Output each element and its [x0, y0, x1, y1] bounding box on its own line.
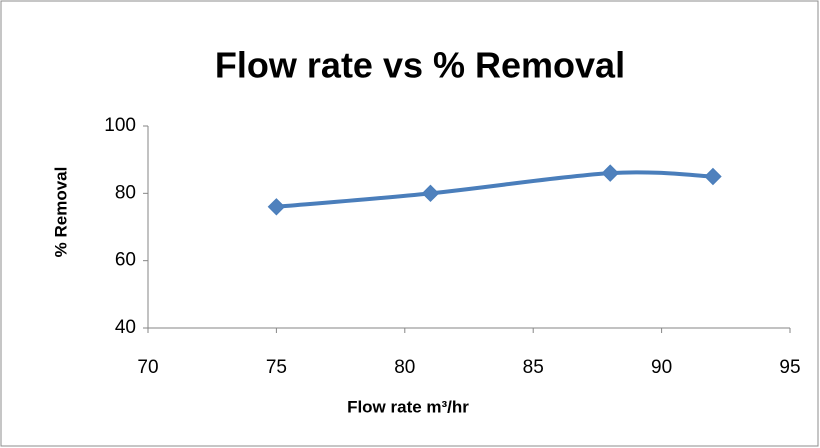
data-marker — [601, 164, 619, 182]
x-tick-label: 75 — [266, 357, 287, 378]
data-marker — [704, 167, 722, 186]
y-tick-label: 60 — [115, 250, 136, 271]
chart-title: Flow rate vs % Removal — [215, 45, 625, 86]
x-tick-label: 80 — [394, 357, 415, 378]
x-tick-label: 85 — [523, 357, 544, 378]
y-axis-title: % Removal — [51, 167, 70, 258]
y-tick-label: 100 — [104, 115, 136, 136]
x-axis-title: Flow rate m³/hr — [347, 397, 469, 416]
y-tick-label: 40 — [115, 317, 136, 338]
y-tick-label: 80 — [115, 182, 136, 203]
x-tick-label: 90 — [651, 357, 672, 378]
data-marker — [421, 184, 440, 203]
x-tick-label: 95 — [779, 357, 800, 378]
x-tick-label: 70 — [137, 357, 158, 378]
series-line — [276, 170, 714, 209]
data-marker — [267, 198, 286, 216]
